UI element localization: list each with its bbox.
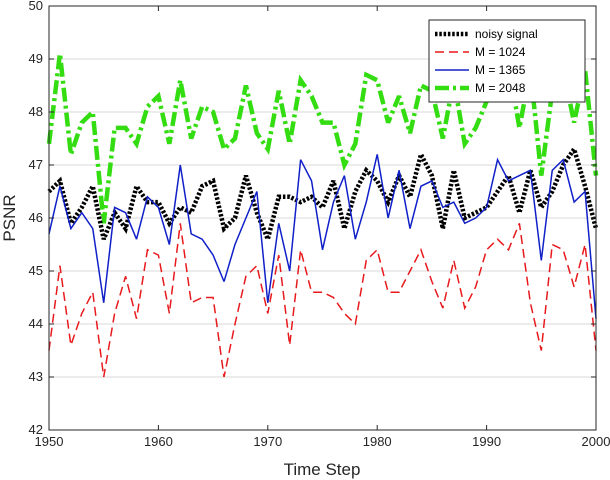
- x-tick-label: 1980: [363, 434, 392, 449]
- legend-label: M = 1365: [475, 63, 526, 77]
- legend-label: M = 2048: [475, 81, 526, 95]
- x-axis-label: Time Step: [284, 460, 361, 479]
- legend: noisy signal M = 1024 M = 1365 M = 2048: [428, 19, 586, 103]
- y-tick-label: 46: [29, 210, 43, 225]
- y-tick-label: 44: [29, 316, 43, 331]
- series-line-noisy-signal: [47, 143, 599, 241]
- series-line-m-2048: [46, 53, 599, 224]
- y-tick-label: 48: [29, 104, 43, 119]
- y-tick-label: 49: [29, 51, 43, 66]
- legend-label: M = 1024: [475, 45, 526, 59]
- x-tick-label: 1960: [144, 434, 173, 449]
- series-group: [46, 53, 599, 378]
- y-tick-label: 45: [29, 263, 43, 278]
- x-tick-label: 2000: [582, 434, 610, 449]
- legend-label: noisy signal: [475, 27, 538, 41]
- y-tick-label: 43: [29, 369, 43, 384]
- axis-ticks: 42 43 44 45 46 47 48 49 50 1950 1960 1970 1980 1990 20…: [29, 0, 610, 449]
- x-tick-label: 1950: [35, 434, 64, 449]
- y-tick-label: 47: [29, 157, 43, 172]
- y-axis-label: PSNR: [0, 194, 19, 241]
- series-line-m-1365: [48, 154, 597, 319]
- y-tick-label: 42: [29, 422, 43, 437]
- y-tick-label: 50: [29, 0, 43, 13]
- x-tick-label: 1990: [472, 434, 501, 449]
- series-line-m-1024: [48, 223, 597, 378]
- x-tick-label: 1970: [253, 434, 282, 449]
